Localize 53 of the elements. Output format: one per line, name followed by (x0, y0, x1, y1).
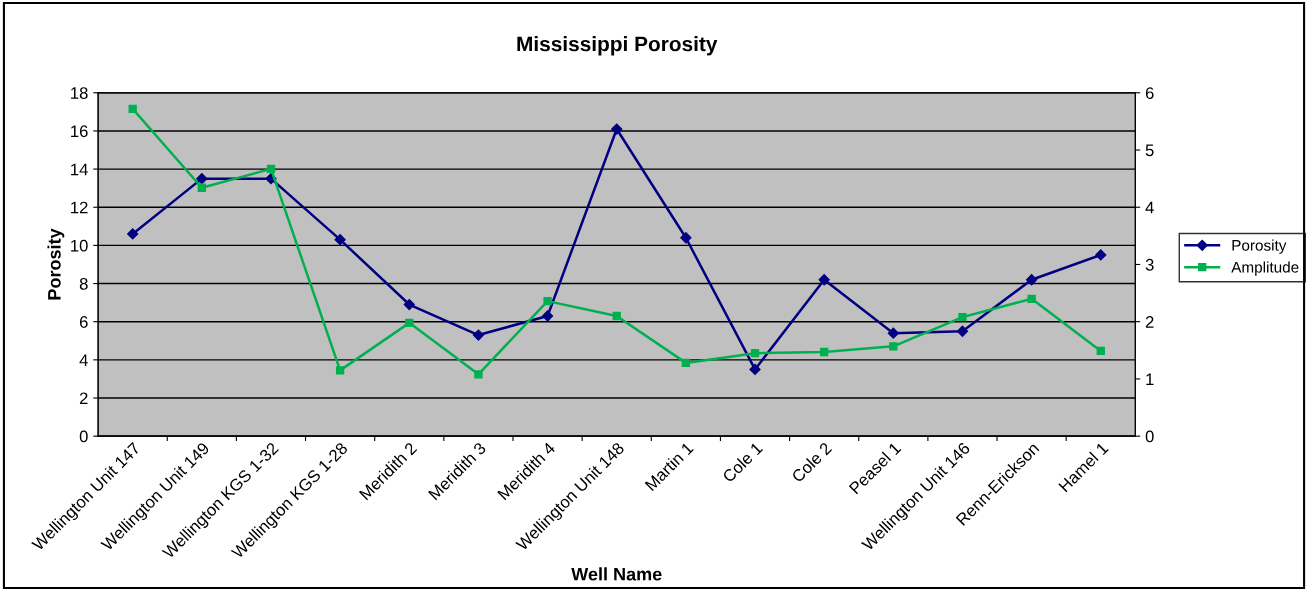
point (887, 327, 899, 339)
y2-tick-label: 6 (1145, 87, 1154, 99)
y-tick-label: 2 (79, 392, 88, 405)
point (196, 173, 208, 185)
y-tick-label: 16 (71, 125, 88, 138)
y-tick-label: 10 (71, 239, 88, 252)
point (128, 104, 137, 113)
x-tick-label: Cole 2 (790, 441, 833, 483)
point (405, 318, 414, 328)
point (750, 349, 760, 358)
point (611, 123, 623, 135)
y-tick-label: 6 (79, 316, 88, 328)
point (543, 296, 552, 306)
point (541, 310, 554, 322)
y-tick-label: 4 (79, 354, 88, 366)
y-tick-label: 14 (71, 163, 88, 176)
point (681, 358, 691, 368)
point (335, 366, 345, 375)
y2-tick-label: 4 (1145, 201, 1154, 214)
y-tick-label: 8 (79, 277, 88, 290)
point (474, 370, 483, 379)
y2-tick-label: 0 (1145, 430, 1154, 443)
point (956, 325, 969, 337)
y2-tick-label: 2 (1145, 316, 1154, 328)
y-tick-label: 18 (71, 87, 88, 99)
point (266, 164, 276, 174)
point (472, 329, 485, 341)
y2-tick-label: 5 (1145, 144, 1154, 157)
point (889, 342, 898, 351)
y2-tick-label: 3 (1145, 258, 1154, 271)
point (820, 347, 829, 357)
point (197, 183, 206, 192)
point (680, 232, 692, 244)
point (1095, 249, 1107, 261)
legend-label: Amplitude (1231, 261, 1299, 276)
point (1096, 346, 1105, 356)
y-tick-label: 0 (79, 430, 88, 443)
x-tick-label: Cole 1 (721, 441, 764, 483)
point (958, 312, 967, 322)
point (127, 228, 139, 240)
legend-label: Porosity (1232, 239, 1287, 254)
point (818, 274, 830, 286)
y2-tick-label: 1 (1146, 373, 1154, 385)
point (1026, 274, 1038, 286)
point (1027, 294, 1036, 303)
point (749, 363, 761, 375)
y-tick-label: 12 (71, 201, 88, 214)
y-axis-title: Porosity (47, 228, 65, 300)
point (403, 298, 415, 311)
point (612, 311, 621, 321)
x-axis-title: Well Name (571, 567, 662, 581)
chart-title: Mississippi Porosity (517, 36, 718, 56)
point (334, 234, 346, 246)
